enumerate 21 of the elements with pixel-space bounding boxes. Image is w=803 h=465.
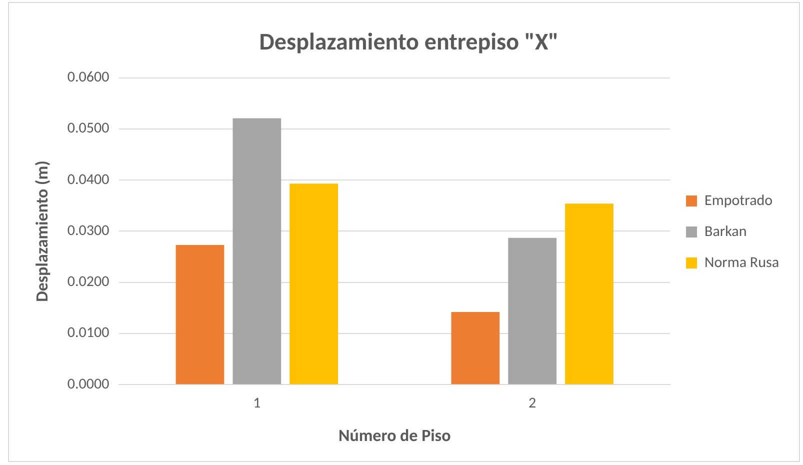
x-axis-title: Número de Piso (338, 425, 451, 446)
y-tick-label: 0.0600 (67, 68, 110, 87)
x-tick-label: 1 (253, 394, 261, 412)
bar (508, 238, 557, 384)
y-tick-label: 0.0500 (67, 120, 110, 138)
bar (565, 204, 614, 384)
legend-label: Barkan (704, 222, 747, 241)
y-tick-label: 0.0100 (67, 324, 110, 342)
x-tick-label: 2 (528, 394, 536, 412)
legend-label: Empotrado (704, 192, 773, 210)
y-axis-title: Desplazamiento (m) (31, 160, 52, 302)
legend-label: Norma Rusa (704, 254, 780, 272)
bar (176, 245, 224, 384)
bar (290, 184, 338, 384)
y-tick-label: 0.0400 (67, 170, 110, 189)
chart-title: Desplazamiento entrepiso "X" (259, 27, 559, 56)
bar (451, 312, 500, 384)
y-tick-label: 0.0300 (67, 222, 110, 240)
y-tick-label: 0.0000 (67, 375, 110, 394)
y-tick-label: 0.0200 (67, 273, 110, 292)
bar (232, 118, 282, 384)
